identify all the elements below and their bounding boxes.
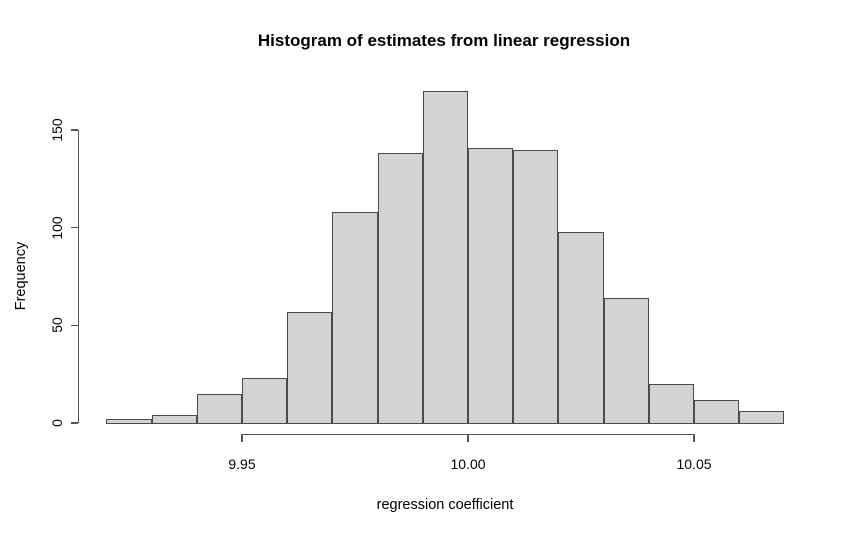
y-axis-label: Frequency — [13, 241, 29, 311]
histogram-bar — [242, 378, 288, 424]
x-axis-tick — [693, 434, 695, 442]
chart-title: Histogram of estimates from linear regre… — [257, 31, 631, 50]
x-axis-tick — [467, 434, 469, 442]
histogram-bar — [468, 147, 514, 424]
histogram-bar — [287, 311, 333, 424]
histogram-bar — [513, 149, 559, 424]
histogram-bar — [377, 153, 423, 424]
histogram-bar — [603, 298, 649, 424]
y-axis-tick — [71, 129, 78, 131]
y-axis-tick — [71, 422, 78, 424]
x-axis-tick — [241, 434, 243, 442]
y-tick-label: 50 — [49, 317, 65, 334]
histogram-bar — [558, 231, 604, 424]
y-axis-tick — [71, 324, 78, 326]
x-axis-label: regression coefficient — [376, 497, 514, 513]
histogram-bar — [332, 212, 378, 424]
histogram-bar — [151, 415, 197, 424]
y-axis-tick — [71, 227, 78, 229]
histogram-bar — [422, 90, 468, 424]
x-tick-label: 10.05 — [676, 456, 712, 472]
histogram-bar — [106, 419, 152, 424]
histogram-bar — [196, 393, 242, 424]
x-tick-label: 10.00 — [450, 456, 486, 472]
y-tick-label: 100 — [49, 216, 65, 240]
histogram-bar — [648, 383, 694, 424]
y-tick-label: 0 — [49, 419, 65, 427]
histogram-bar — [739, 411, 785, 424]
y-axis — [78, 130, 80, 423]
x-tick-label: 9.95 — [228, 456, 256, 472]
histogram-bar — [694, 399, 740, 424]
y-tick-label: 150 — [49, 118, 65, 142]
